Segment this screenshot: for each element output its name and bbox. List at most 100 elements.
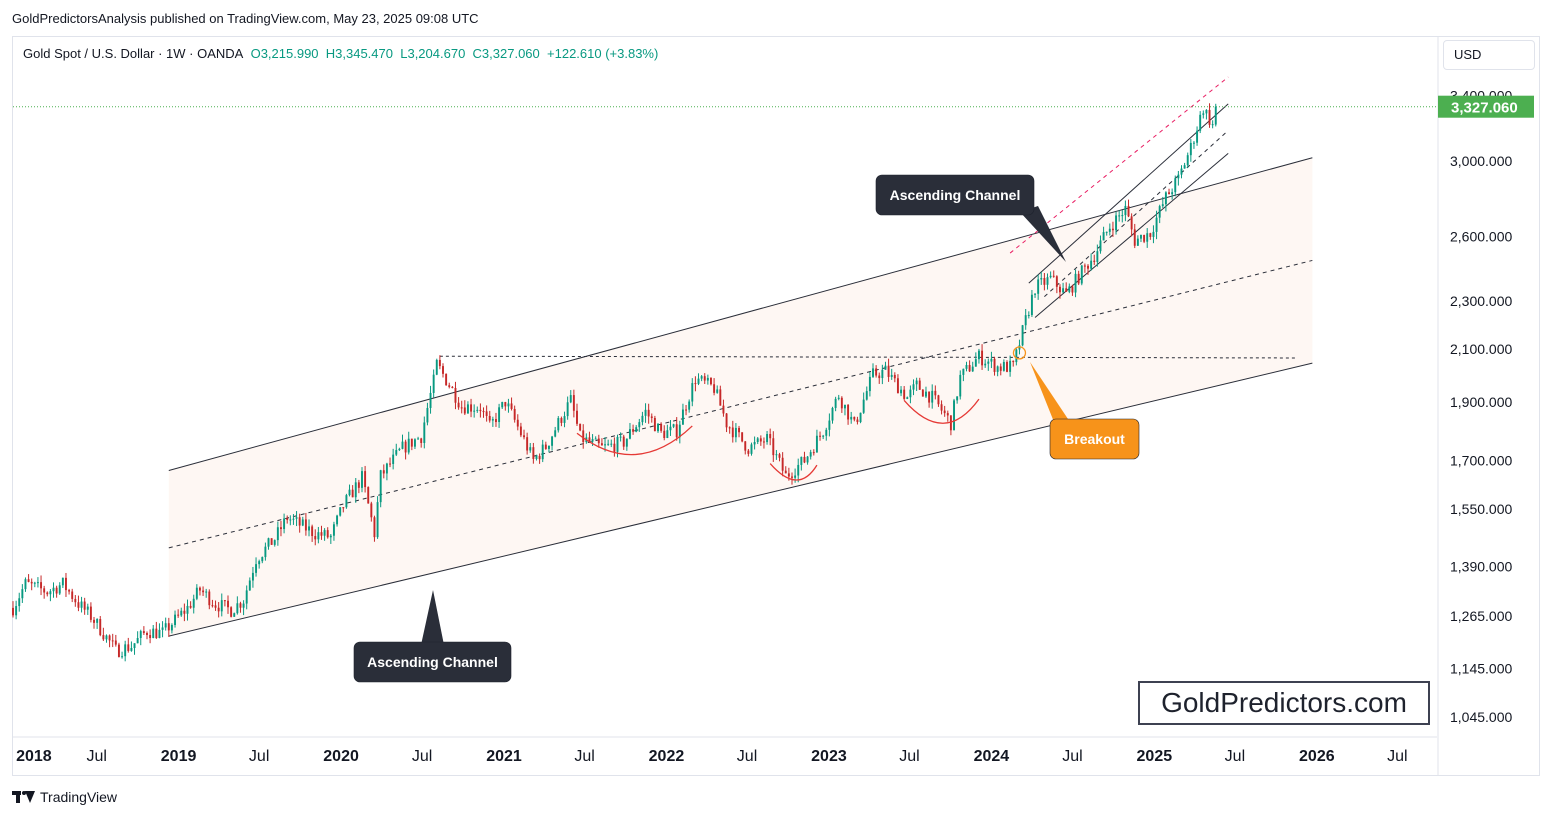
candle-body [557, 418, 560, 431]
candle-body [186, 605, 189, 614]
candle-body [600, 443, 603, 446]
candle-body [264, 546, 267, 558]
candle-body [996, 366, 999, 372]
candle-body [77, 602, 80, 608]
candle-body [576, 410, 578, 424]
annotation-breakout-pointer [1030, 362, 1070, 422]
candle-body [610, 443, 613, 445]
candle-body [1096, 251, 1099, 262]
candle-body [167, 623, 170, 631]
candle-body [843, 404, 846, 409]
candle-body [320, 532, 323, 536]
candle-body [1180, 168, 1183, 175]
candle-body [1115, 215, 1118, 231]
candle-body [329, 535, 332, 538]
candle-body [943, 410, 946, 414]
candle-body [713, 384, 716, 393]
channel-upper-line [168, 157, 1313, 471]
candle-body [105, 635, 108, 640]
candle-body [762, 441, 765, 443]
candle-body [442, 366, 444, 374]
candle-body [426, 407, 429, 423]
candle-body [513, 408, 516, 420]
time-tick-label: Jul [1387, 748, 1407, 765]
price-tick-label: 2,100.000 [1450, 341, 1512, 357]
breakout-circle [1012, 346, 1027, 360]
price-tick-label: 1,045.000 [1450, 709, 1512, 725]
candle-body [1027, 315, 1030, 317]
candle-body [791, 476, 793, 478]
candle-body [563, 416, 566, 423]
candle-body [86, 606, 89, 610]
candle-body [666, 430, 669, 439]
candle-body [376, 502, 379, 538]
candle-body [697, 378, 700, 384]
small-channel-mid [1044, 130, 1229, 298]
time-axis[interactable]: 2018 Jul 2019 Jul 2020 Jul 2021 Jul 2022 Jul 2023 J… [13, 736, 1437, 765]
candle-body [379, 470, 382, 503]
trend-lines [13, 76, 1437, 637]
candle-body [298, 517, 301, 526]
price-axis[interactable]: 3,400.0003,000.0002,600.0002,300.0002,10… [1437, 36, 1534, 775]
candle-body [728, 427, 731, 429]
candle-body [535, 455, 538, 459]
candle-body [438, 359, 441, 367]
candle-body [769, 434, 772, 439]
candle-body [1158, 206, 1161, 218]
annotation-ascending-channel-large-text: Ascending Channel [367, 654, 498, 670]
candle-body [121, 656, 124, 658]
candle-body [1090, 260, 1093, 269]
currency-selector[interactable]: USD [1443, 40, 1535, 70]
candle-body [233, 613, 236, 617]
cup-arc-2023 [903, 398, 980, 424]
time-tick-label: 2026 [1299, 748, 1335, 765]
candle-body [161, 627, 164, 630]
publisher-line: GoldPredictorsAnalysis published on Trad… [12, 11, 479, 26]
candle-body [339, 507, 342, 516]
small-channel-top-red [1009, 76, 1229, 254]
candle-body [1124, 205, 1127, 216]
candles [12, 103, 1217, 662]
candle-body [1049, 275, 1052, 278]
candle-body [1087, 265, 1089, 269]
annotation-ascending-channel-large-pointer [421, 590, 444, 645]
candle-body [850, 416, 853, 420]
candle-body [1034, 293, 1037, 295]
candle-body [1177, 174, 1180, 179]
candle-body [1074, 273, 1077, 293]
candle-body [946, 413, 949, 416]
candle-body [230, 607, 233, 617]
candle-body [195, 587, 198, 599]
price-tick-label: 3,000.000 [1450, 153, 1512, 169]
candle-body [787, 473, 790, 477]
candle-body [457, 402, 460, 408]
price-tick-label: 1,390.000 [1450, 559, 1512, 575]
candle-body [58, 585, 61, 594]
candle-body [158, 629, 161, 639]
candle-body [716, 389, 719, 393]
annotation-breakout-box [1049, 418, 1140, 460]
candle-body [198, 587, 201, 591]
candle-body [738, 427, 740, 433]
candle-body [828, 420, 831, 430]
candle-body [239, 603, 242, 608]
candle-body [170, 624, 173, 631]
candle-body [1037, 279, 1040, 294]
candle-body [984, 363, 987, 366]
candle-body [398, 448, 401, 451]
candle-body [495, 419, 497, 423]
candle-body [981, 350, 984, 366]
candle-body [114, 640, 117, 645]
candle-body [267, 538, 270, 547]
candle-body [248, 580, 251, 591]
candle-body [784, 470, 787, 474]
candle-body [672, 424, 675, 427]
candle-body [308, 526, 310, 531]
small-channel-upper [1028, 103, 1229, 284]
candle-body [753, 441, 756, 445]
annotation-ascending-channel-large: Ascending Channel [353, 590, 512, 683]
candle-body [1164, 192, 1167, 205]
candle-body [52, 587, 55, 592]
candle-body [1130, 216, 1133, 230]
